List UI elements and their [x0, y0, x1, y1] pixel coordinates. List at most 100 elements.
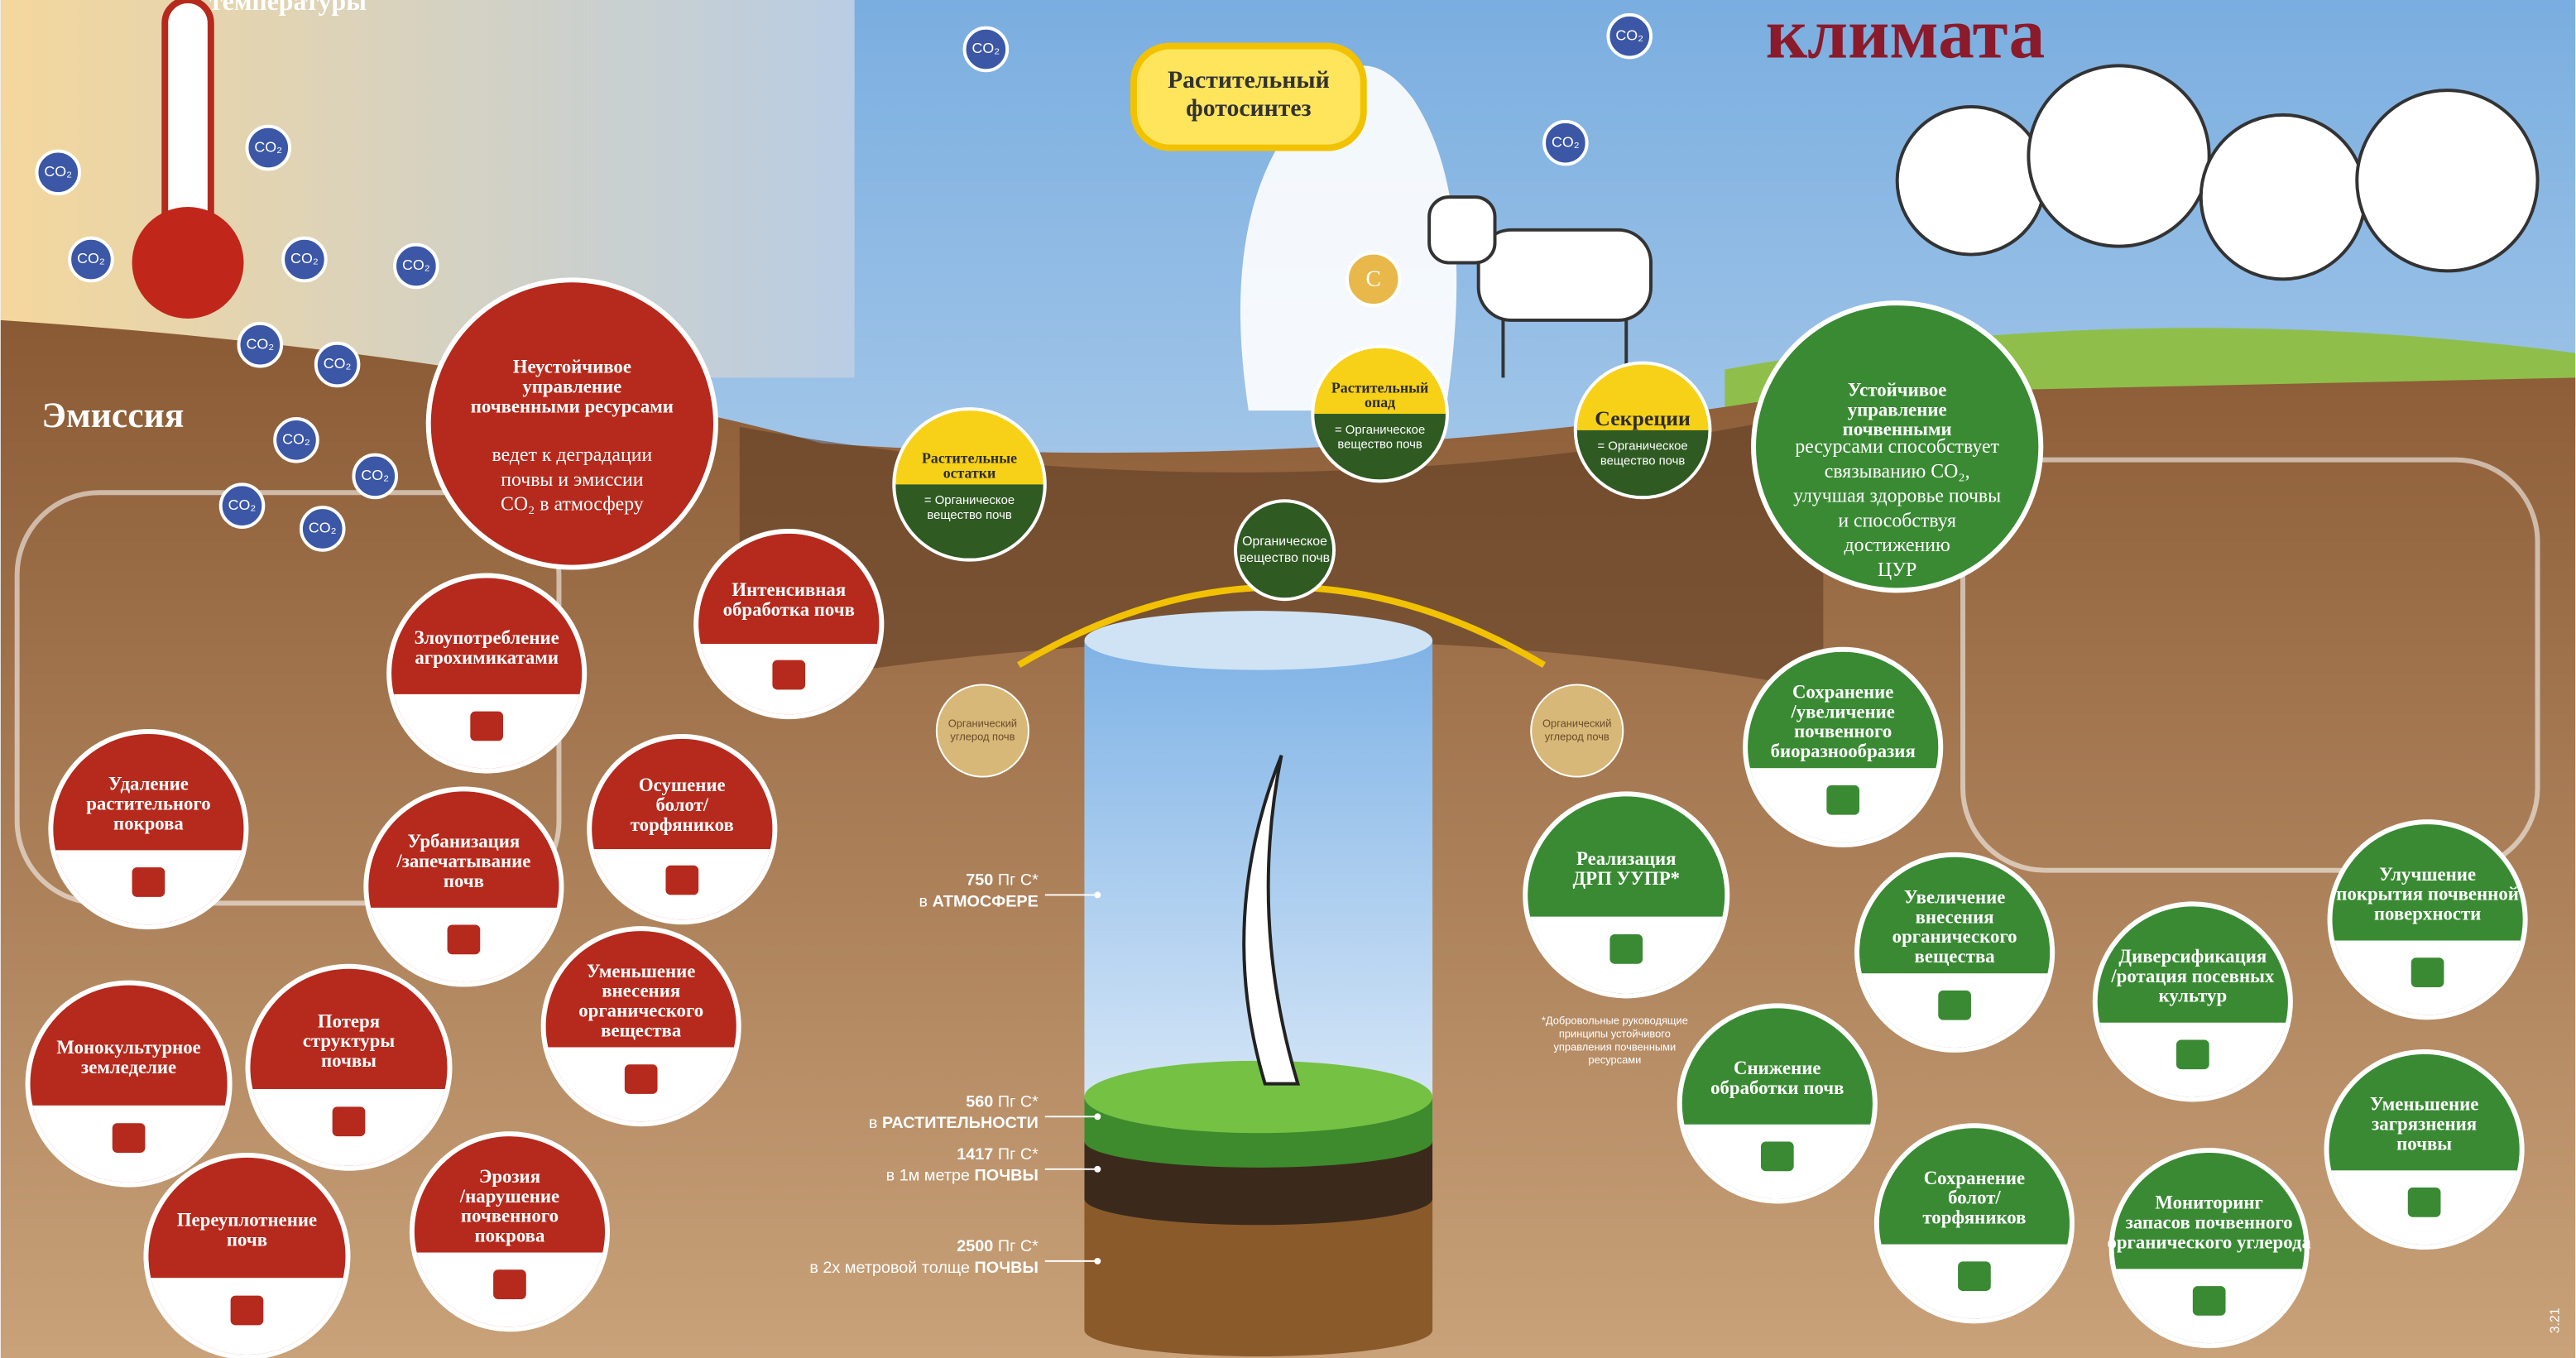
organic-matter-label: Органическое — [1242, 535, 1327, 549]
organic-carbon-label: Органический — [948, 717, 1017, 729]
topic-label: Диверсификация — [2118, 946, 2267, 967]
icon — [625, 1064, 658, 1094]
topic-label: биоразнообразия — [1771, 741, 1916, 761]
co2-label: CO₂ — [309, 520, 337, 536]
icon — [132, 867, 165, 897]
input-equals: = Органическое — [924, 494, 1015, 507]
topic-label: Переуплотнение — [177, 1210, 317, 1231]
stock-place-line: в РАСТИТЕЛЬНОСТИ — [869, 1114, 1039, 1132]
topic-label: Потеря — [318, 1010, 380, 1031]
carbon-label: C — [1365, 266, 1381, 292]
icon — [493, 1269, 526, 1299]
organic-matter-label: вещество почв — [1240, 551, 1330, 565]
topic-label: загрязнения — [2372, 1113, 2477, 1134]
input-equals: = Органическое — [1597, 440, 1687, 453]
topic-label: внесения — [602, 981, 680, 1001]
topic-label: Устойчивое — [1848, 379, 1946, 400]
stock-prefix: в — [869, 1114, 878, 1132]
topic-label: почв — [444, 871, 484, 891]
topic-label: Злоупотребление — [415, 627, 559, 648]
topic-label: торфяников — [1922, 1207, 2026, 1228]
infographic: температуры климата Эмиссия 3.21 CO₂CO₂C… — [0, 0, 2576, 1358]
topic-label: Уменьшение — [2370, 1094, 2478, 1115]
topic-label: болот/ — [655, 794, 708, 815]
cow-head — [1429, 197, 1494, 262]
co2-label: CO₂ — [402, 257, 430, 273]
co2-label: CO₂ — [246, 335, 274, 352]
topic-label: /запечатывание — [396, 851, 530, 871]
topic-label: органического — [578, 1001, 703, 1021]
tree-crown — [1897, 107, 2046, 255]
organic-carbon-label: Органический — [1542, 717, 1611, 729]
input-equals: вещество почв — [1337, 439, 1422, 452]
icon — [2176, 1039, 2209, 1069]
stock-place: ПОЧВЫ — [975, 1259, 1039, 1277]
icon — [665, 866, 698, 895]
sustainable-text: ресурсами способствует — [1795, 436, 1999, 458]
icon — [470, 712, 503, 741]
topic-label: структуры — [303, 1030, 395, 1051]
emission-label: Эмиссия — [41, 396, 184, 435]
stock-amount-line: 750 Пг С* — [966, 871, 1039, 890]
icon — [448, 925, 481, 955]
stock-prefix: в — [919, 892, 928, 910]
topic-label: Эрозия — [479, 1166, 540, 1187]
topic-label: вещества — [1915, 946, 1996, 967]
cylinder-top — [1084, 611, 1432, 669]
icon — [2193, 1286, 2226, 1316]
topic-label: земледелие — [81, 1057, 176, 1077]
stock-pointer-dot — [1094, 891, 1101, 898]
stock-place: АТМОСФЕРЕ — [933, 892, 1039, 910]
icon — [1826, 785, 1859, 815]
topic-label: Неустойчивое — [513, 357, 631, 377]
topic-label: почвенного — [461, 1206, 559, 1226]
icon — [1958, 1261, 1991, 1291]
topic-label: /ротация посевных — [2110, 966, 2275, 986]
topic-label: Улучшение — [2379, 864, 2476, 885]
topic-label: органического углерода — [2107, 1231, 2311, 1252]
co2-label: CO₂ — [254, 138, 282, 155]
co2-label: CO₂ — [77, 250, 105, 266]
topic-label: Удаление — [108, 774, 189, 794]
co2-label: CO₂ — [361, 467, 389, 483]
grass-top — [1084, 1061, 1432, 1133]
icon — [2411, 957, 2444, 987]
co2-label: CO₂ — [290, 250, 319, 266]
icon — [113, 1123, 146, 1153]
photosynthesis-label: фотосинтез — [1186, 94, 1311, 122]
topic-label: управление — [522, 377, 621, 397]
input-title: остатки — [943, 465, 996, 482]
topic-label: управление — [1848, 399, 1947, 420]
icon — [2408, 1188, 2441, 1217]
organic-matter-circle — [1235, 501, 1334, 599]
topic-label: Увеличение — [1904, 887, 2006, 908]
input-equals: = Органическое — [1335, 424, 1425, 437]
topic-label: Мониторинг — [2155, 1192, 2262, 1213]
footnote: *Добровольные руководящие — [1542, 1015, 1688, 1027]
stock-place: ПОЧВЫ — [975, 1167, 1039, 1185]
unsustainable-text: ведет к деградации — [492, 444, 653, 466]
icon — [1938, 991, 1971, 1020]
topic-label: Сохранение — [1792, 682, 1893, 703]
temperature-fragment: температуры — [209, 0, 367, 16]
co2-label: CO₂ — [972, 40, 1000, 56]
stock-amount-line: 1417 Пг С* — [957, 1145, 1039, 1164]
input-equals: вещество почв — [927, 509, 1011, 522]
topic-label: обработка почв — [723, 599, 855, 620]
co2-label: CO₂ — [324, 355, 352, 372]
tree-crown — [2028, 65, 2209, 246]
co2-label: CO₂ — [1615, 26, 1643, 43]
stock-unit: Пг С* — [998, 871, 1039, 890]
topic-label: Реализация — [1576, 848, 1676, 869]
topic-label: растительного — [86, 794, 210, 814]
co2-label: CO₂ — [282, 431, 310, 448]
carbon-cylinder — [1084, 611, 1432, 1356]
stock-amount: 1417 — [957, 1145, 993, 1164]
stock-prefix: в 1м метре — [886, 1167, 970, 1185]
stock-amount: 750 — [966, 871, 993, 890]
stock-unit: Пг С* — [998, 1092, 1039, 1111]
topic-label: почвы — [321, 1050, 377, 1071]
stock-place-line: в АТМОСФЕРЕ — [919, 892, 1039, 910]
stock-unit: Пг С* — [998, 1145, 1039, 1164]
stock-place: РАСТИТЕЛЬНОСТИ — [882, 1114, 1039, 1132]
